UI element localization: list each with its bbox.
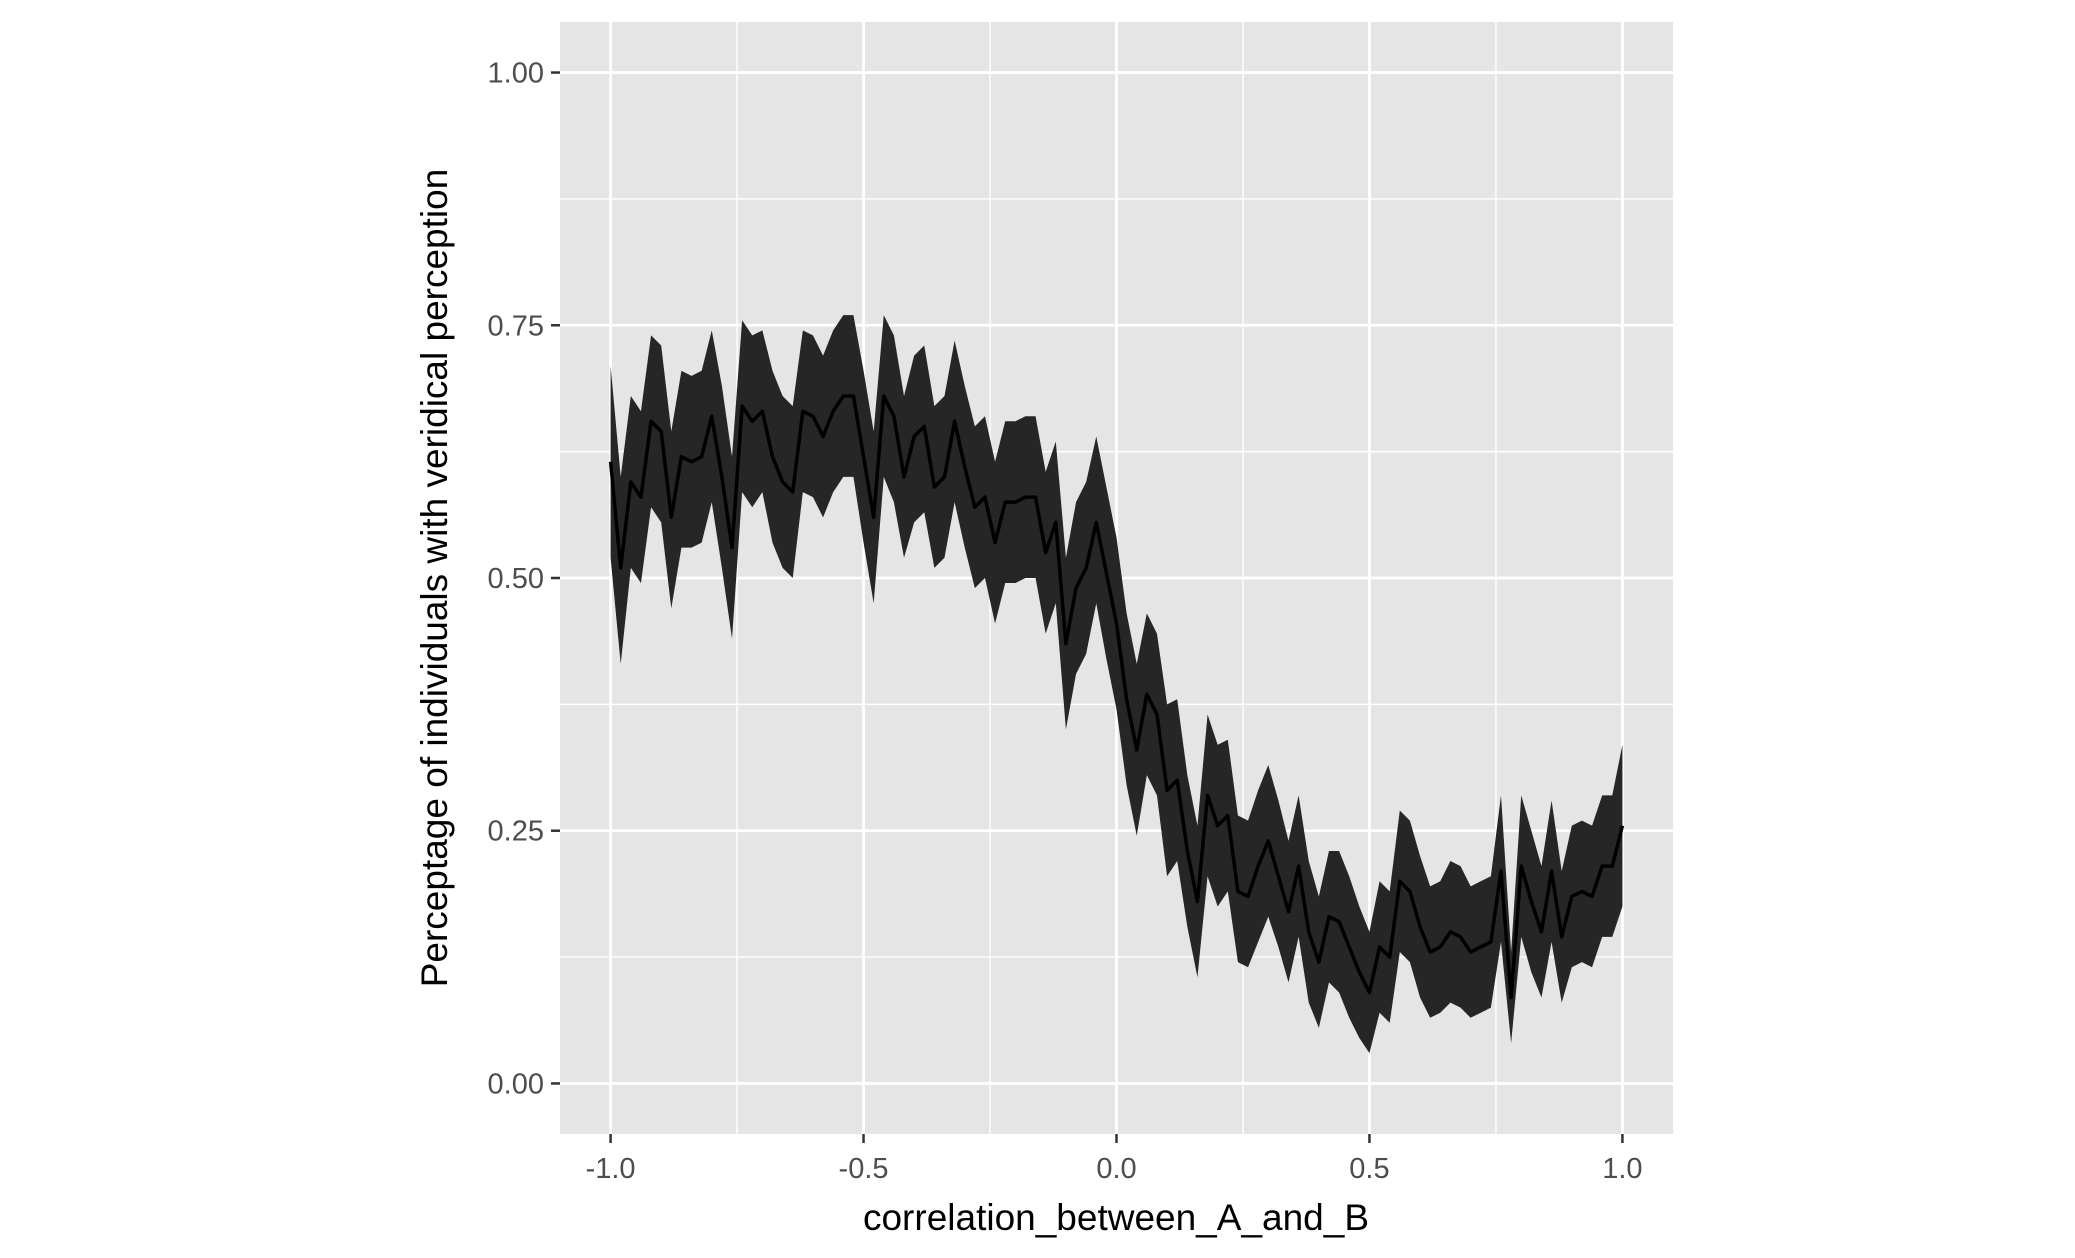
- x-tick-label: 0.0: [1096, 1153, 1136, 1185]
- y-axis-title: Perceptage of individuals with veridical…: [414, 169, 455, 988]
- confidence-ribbon: [610, 315, 1623, 1054]
- x-axis-ticks: -1.0 -0.5 0.0 0.5 1.0: [586, 1134, 1643, 1185]
- x-tick-label: 0.5: [1349, 1153, 1389, 1185]
- y-tick-label: 0.25: [488, 816, 544, 848]
- x-axis-title: correlation_between_A_and_B: [863, 1197, 1369, 1238]
- x-tick-label: 1.0: [1602, 1153, 1642, 1185]
- y-tick-label: 0.00: [488, 1068, 544, 1100]
- x-tick-label: -0.5: [839, 1153, 889, 1185]
- y-axis-ticks: 0.00 0.25 0.50 0.75 1.00: [488, 58, 560, 1100]
- series-line: [608, 394, 1625, 1000]
- x-tick-label: -1.0: [586, 1153, 636, 1185]
- y-tick-label: 0.75: [488, 310, 544, 342]
- y-tick-label: 0.50: [488, 563, 544, 595]
- y-tick-label: 1.00: [488, 58, 544, 90]
